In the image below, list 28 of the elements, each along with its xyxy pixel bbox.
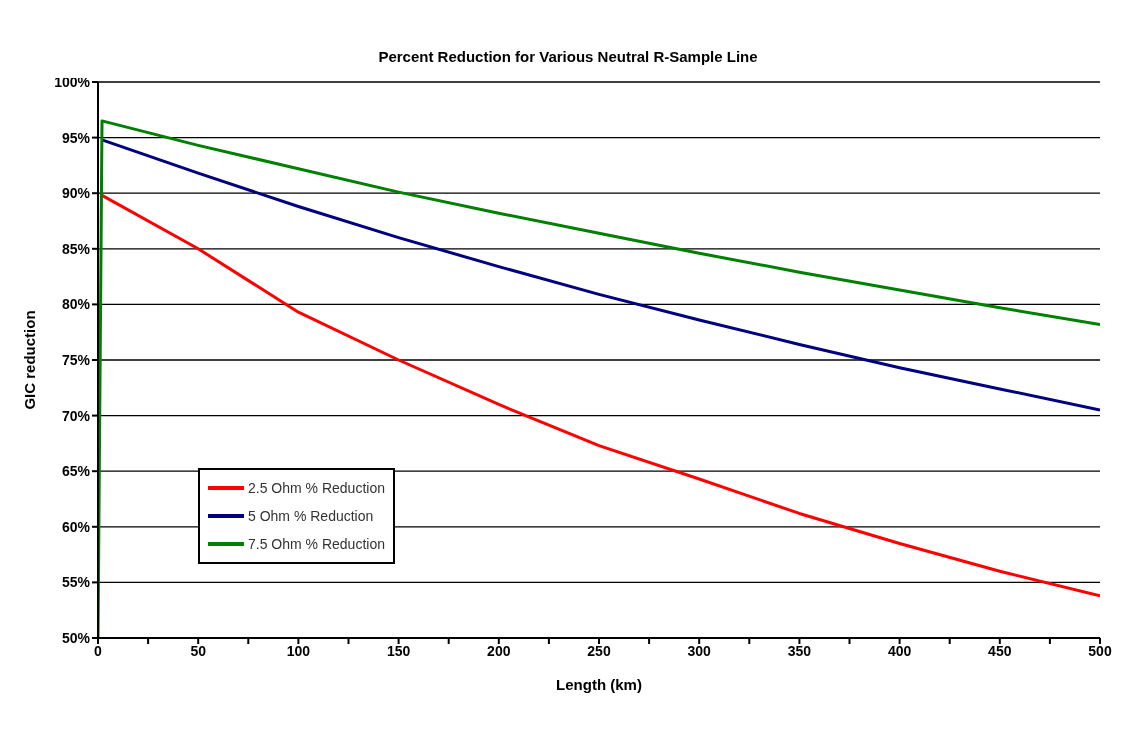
y-tick-label: 60% xyxy=(61,518,91,535)
y-tick-label: 85% xyxy=(61,240,91,257)
legend-label: 7.5 Ohm % Reduction xyxy=(247,535,385,554)
y-tick-label: 75% xyxy=(61,351,91,368)
x-tick-label: 150 xyxy=(386,642,411,659)
y-tick-label: 100% xyxy=(54,73,91,90)
y-tick-label: 95% xyxy=(61,129,91,146)
x-tick-label: 200 xyxy=(487,642,511,659)
x-tick-label: 250 xyxy=(587,642,611,659)
x-tick-label: 450 xyxy=(988,642,1012,659)
y-tick-label: 70% xyxy=(61,407,91,424)
x-tick-label: 300 xyxy=(687,642,712,659)
x-tick-label: 100 xyxy=(286,642,311,659)
legend-label: 5 Ohm % Reduction xyxy=(247,507,375,526)
y-tick-label: 90% xyxy=(61,185,91,202)
y-tick-label: 80% xyxy=(61,296,91,313)
x-axis-title: Length (km) xyxy=(556,676,642,693)
y-tick-label: 55% xyxy=(61,574,91,591)
x-tick-label: 400 xyxy=(887,642,912,659)
chart-title: Percent Reduction for Various Neutral R-Sample Line xyxy=(377,48,759,65)
legend-label: 2.5 Ohm % Reduction xyxy=(247,479,385,498)
x-tick-label: 500 xyxy=(1088,642,1112,659)
y-tick-label: 65% xyxy=(61,463,91,480)
x-tick-label: 50 xyxy=(190,642,207,659)
x-tick-label: 350 xyxy=(787,642,812,659)
y-tick-label: 50% xyxy=(61,629,91,646)
x-tick-label: 0 xyxy=(94,642,103,659)
y-axis-title: GIC reduction xyxy=(21,310,39,410)
